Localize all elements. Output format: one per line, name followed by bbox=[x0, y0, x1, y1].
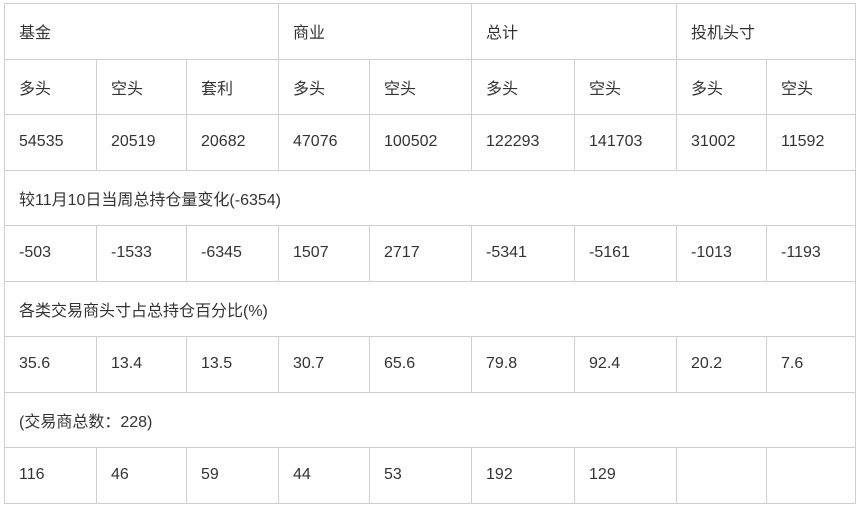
pct-title-row: 各类交易商头寸占总持仓百分比(%) bbox=[3, 280, 857, 337]
table-cell: -5341 bbox=[471, 225, 576, 282]
table-cell: 46 bbox=[96, 447, 187, 504]
traders-title: (交易商总数：228) bbox=[3, 391, 857, 448]
table-cell: -503 bbox=[4, 225, 97, 282]
subheader-cell: 套利 bbox=[186, 58, 279, 115]
table-cell: -1533 bbox=[96, 225, 187, 282]
change-title-row: 较11月10日当周总持仓量变化(-6354) bbox=[3, 169, 857, 226]
traders-title-row: (交易商总数：228) bbox=[3, 391, 857, 448]
table-cell: 54535 bbox=[4, 114, 97, 171]
table-cell: 13.4 bbox=[96, 336, 187, 393]
subheader-cell: 空头 bbox=[574, 58, 678, 115]
table-cell: 59 bbox=[186, 447, 279, 504]
subheader-cell: 空头 bbox=[96, 58, 187, 115]
table-cell: 141703 bbox=[574, 114, 678, 171]
pct-title: 各类交易商头寸占总持仓百分比(%) bbox=[3, 280, 857, 337]
table-cell: 20.2 bbox=[676, 336, 768, 393]
subheader-cell: 多头 bbox=[278, 58, 370, 115]
table-cell: 1507 bbox=[278, 225, 370, 282]
table-cell: -1013 bbox=[676, 225, 768, 282]
group-fund: 基金 bbox=[4, 3, 279, 60]
table-cell: 47076 bbox=[278, 114, 370, 171]
table-cell: 30.7 bbox=[278, 336, 370, 393]
table-cell: 31002 bbox=[676, 114, 768, 171]
table-cell: 44 bbox=[278, 447, 370, 504]
positions-row: 54535 20519 20682 47076 100502 122293 14… bbox=[4, 114, 857, 171]
table-cell: 53 bbox=[368, 447, 473, 504]
table-cell: 92.4 bbox=[574, 336, 678, 393]
cftc-positions-table: 基金 商业 总计 投机头寸 多头 空头 套利 多头 空头 多头 空头 多头 空头… bbox=[3, 3, 857, 504]
table-cell: 7.6 bbox=[766, 336, 857, 393]
table-cell: 2717 bbox=[368, 225, 473, 282]
group-total: 总计 bbox=[471, 3, 678, 60]
subheader-cell: 多头 bbox=[471, 58, 576, 115]
table-cell: 116 bbox=[4, 447, 97, 504]
table-cell: 192 bbox=[471, 447, 576, 504]
subheader-cell: 多头 bbox=[4, 58, 97, 115]
table-cell: 129 bbox=[574, 447, 678, 504]
table-cell: -6345 bbox=[186, 225, 279, 282]
subheader-cell: 多头 bbox=[676, 58, 768, 115]
table-cell: 79.8 bbox=[471, 336, 576, 393]
group-speculative: 投机头寸 bbox=[676, 3, 857, 60]
group-header-row: 基金 商业 总计 投机头寸 bbox=[4, 3, 857, 60]
table-cell: -1193 bbox=[766, 225, 857, 282]
changes-row: -503 -1533 -6345 1507 2717 -5341 -5161 -… bbox=[4, 225, 857, 282]
table-cell: 11592 bbox=[766, 114, 857, 171]
subheader-cell: 空头 bbox=[368, 58, 473, 115]
percents-row: 35.6 13.4 13.5 30.7 65.6 79.8 92.4 20.2 … bbox=[4, 336, 857, 393]
group-commercial: 商业 bbox=[277, 3, 473, 60]
table-cell: 122293 bbox=[471, 114, 576, 171]
subheader-row: 多头 空头 套利 多头 空头 多头 空头 多头 空头 bbox=[4, 58, 857, 115]
table-cell: 20519 bbox=[96, 114, 187, 171]
table-cell bbox=[766, 447, 857, 504]
change-title: 较11月10日当周总持仓量变化(-6354) bbox=[3, 169, 857, 226]
table-cell bbox=[676, 447, 768, 504]
traders-row: 116 46 59 44 53 192 129 bbox=[4, 447, 857, 504]
table-cell: 20682 bbox=[186, 114, 279, 171]
table-cell: 100502 bbox=[368, 114, 473, 171]
table-cell: 35.6 bbox=[4, 336, 97, 393]
table-cell: -5161 bbox=[574, 225, 678, 282]
table-cell: 65.6 bbox=[368, 336, 473, 393]
table-cell: 13.5 bbox=[186, 336, 279, 393]
subheader-cell: 空头 bbox=[766, 58, 857, 115]
